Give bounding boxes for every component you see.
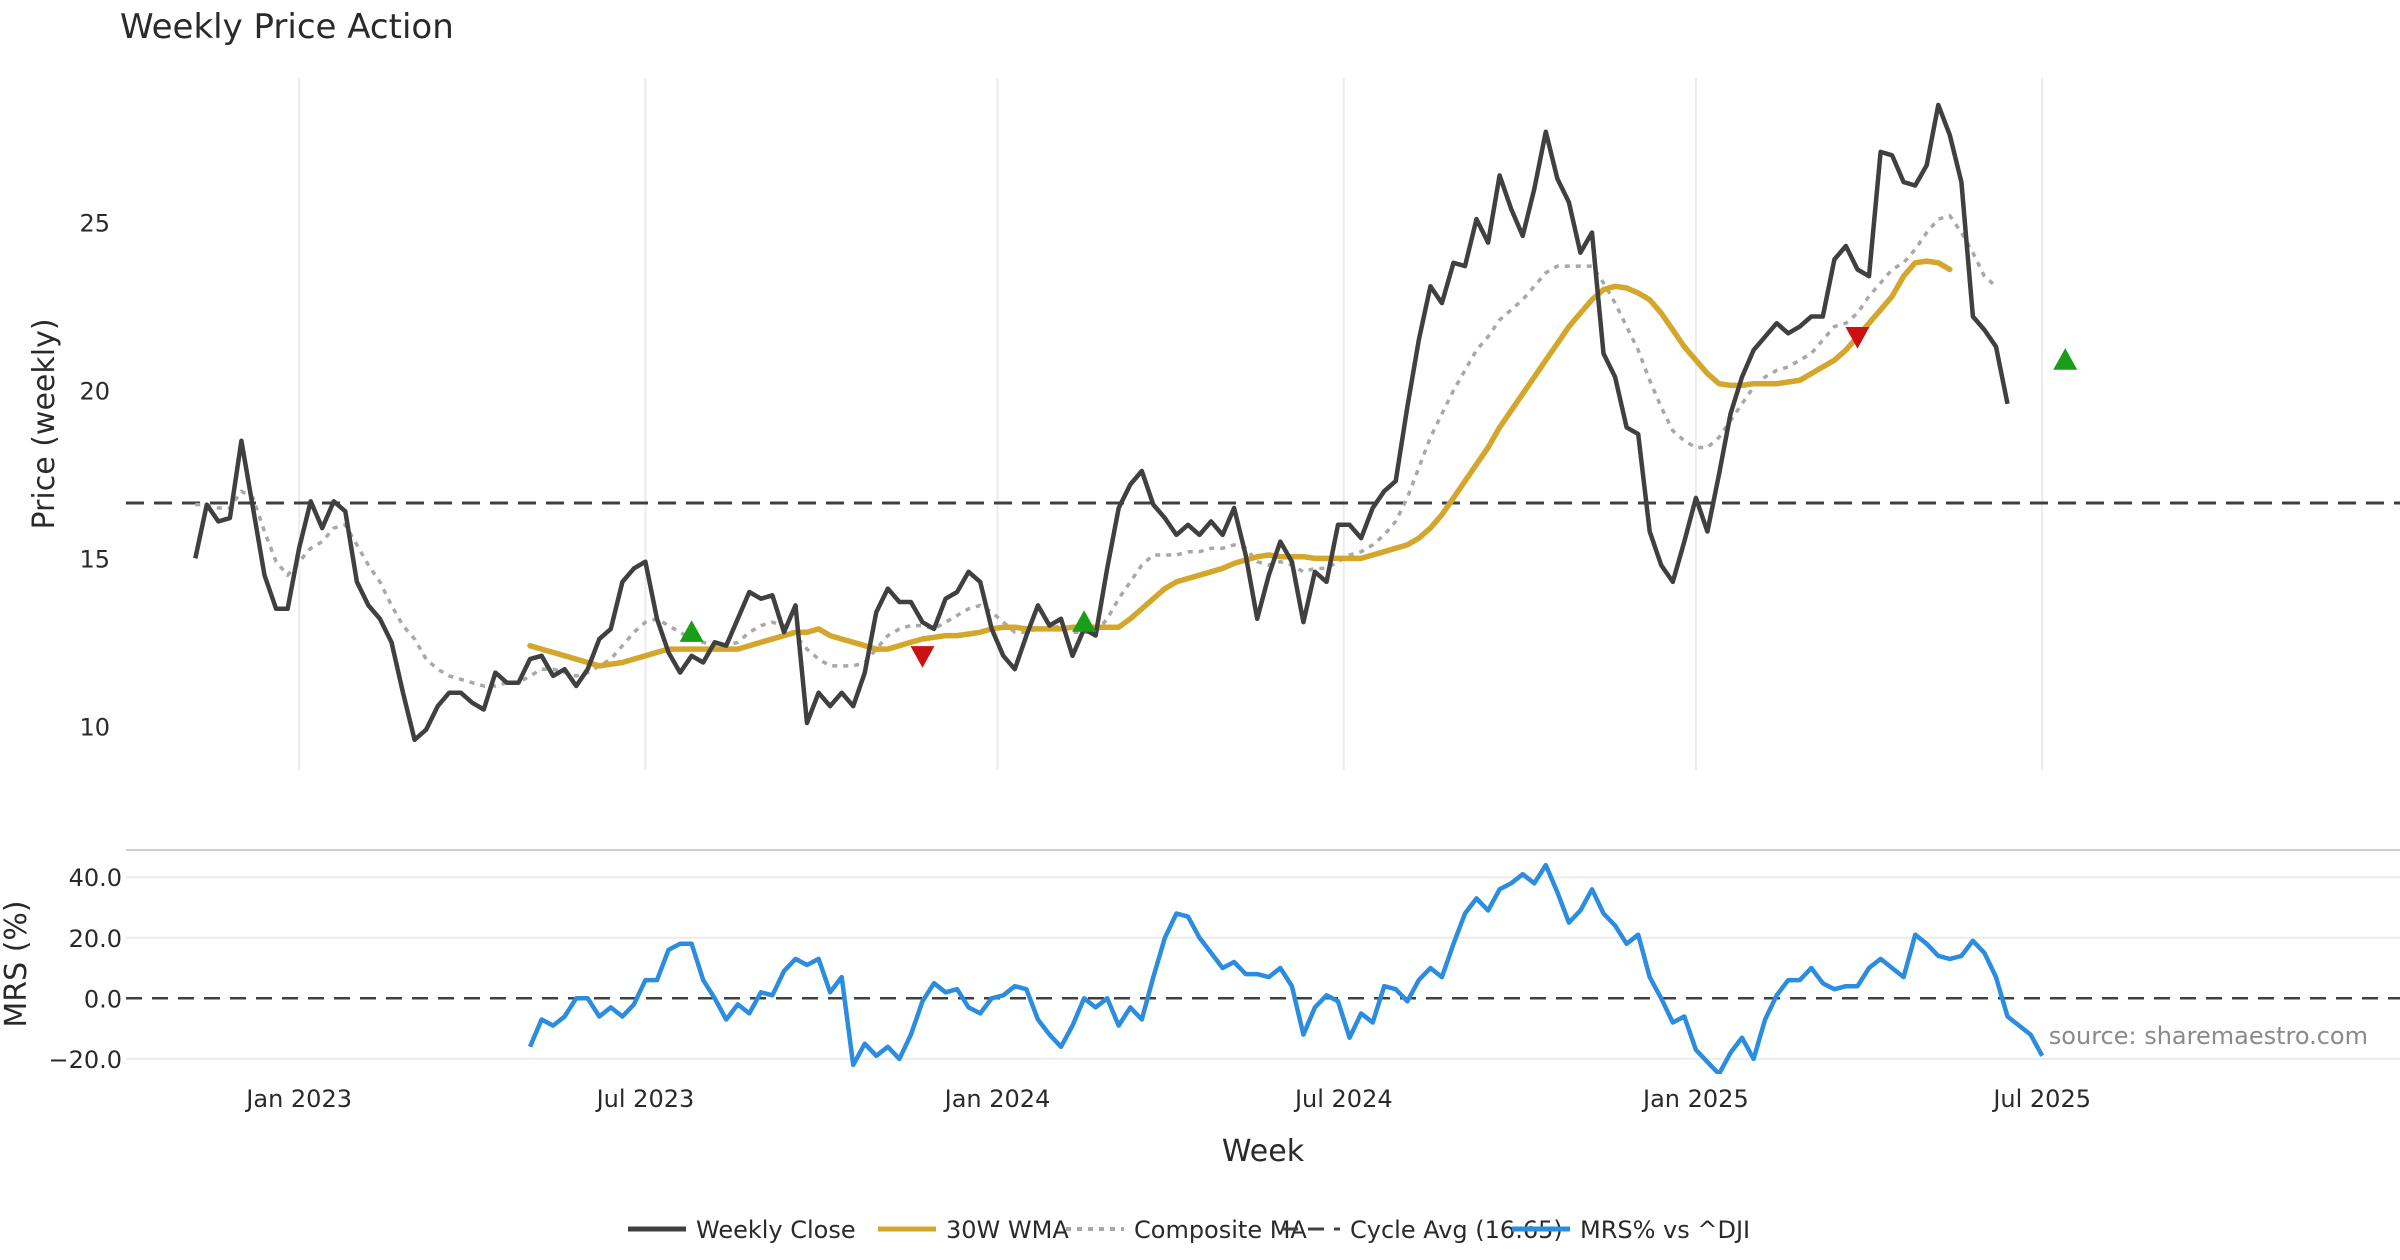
buy-signal-marker-5: [2053, 348, 2078, 370]
series-mrs-vs-dji: [527, 862, 2045, 1074]
price-y-tick-15: 15: [79, 545, 110, 573]
series-composite-ma: [195, 213, 1998, 688]
legend-item-mrs-vs-dji: MRS% vs ^DJI: [1512, 1216, 1750, 1244]
price-y-axis-label: Price (weekly): [27, 318, 62, 529]
mrs-gridlines: [126, 876, 2400, 1060]
x-axis-label: Week: [1222, 1134, 1305, 1169]
price-y-tick-20: 20: [79, 377, 110, 405]
mrs-plot-area: [126, 862, 2400, 1074]
mrs-y-tick-20-0: 20.0: [69, 925, 122, 953]
legend-item-weekly-close: Weekly Close: [628, 1216, 856, 1244]
legend-item-30w-wma: 30W WMA: [878, 1216, 1069, 1244]
series-30w-wma: [527, 258, 1953, 669]
buy-signal-marker-1: [679, 620, 704, 642]
mrs-y-tick-40-0: 40.0: [69, 864, 122, 892]
x-tick-jan-2025: Jan 2025: [1641, 1085, 1749, 1113]
x-tick-jul-2024: Jul 2024: [1293, 1085, 1393, 1113]
buy-signal-marker-3: [1072, 610, 1097, 632]
source-note: source: sharemaestro.com: [2049, 1022, 2368, 1050]
price-plot-area: [126, 102, 2400, 743]
x-tick-labels: Jan 2023 Jul 2023 Jan 2024 Jul 2024 Jan 2025…: [244, 1085, 2091, 1113]
mrs-y-tick-20-0: −20.0: [48, 1046, 122, 1074]
price-y-tick-25: 25: [79, 209, 110, 237]
x-tick-jan-2024: Jan 2024: [943, 1085, 1051, 1113]
legend-label-30w-wma: 30W WMA: [946, 1216, 1069, 1244]
x-tick-jan-2023: Jan 2023: [244, 1085, 352, 1113]
sell-signal-marker-4: [1845, 327, 1870, 349]
price-gridlines: [298, 78, 2044, 770]
x-tick-jul-2025: Jul 2025: [1991, 1085, 2091, 1113]
mrs-y-axis-label: MRS (%): [0, 900, 34, 1027]
price-y-tick-10: 10: [79, 713, 110, 741]
legend: Weekly Close 30W WMA Composite MA Cycle Avg…: [628, 1216, 1750, 1244]
legend-label-composite-ma: Composite MA: [1134, 1216, 1307, 1244]
chart-title: Weekly Price Action: [120, 7, 454, 47]
mrs-y-tick-labels: 40.0 20.0 0.0 −20.0: [48, 864, 122, 1074]
x-tick-jul-2023: Jul 2023: [595, 1085, 695, 1113]
legend-item-composite-ma: Composite MA: [1066, 1216, 1307, 1244]
price-y-tick-labels: 10 15 20 25: [79, 209, 110, 741]
sell-signal-marker-2: [910, 646, 935, 668]
legend-label-mrs-vs-dji: MRS% vs ^DJI: [1580, 1216, 1750, 1244]
legend-label-weekly-close: Weekly Close: [696, 1216, 856, 1244]
series-weekly-close: [193, 102, 2010, 743]
mrs-y-tick-0-0: 0.0: [84, 985, 122, 1013]
